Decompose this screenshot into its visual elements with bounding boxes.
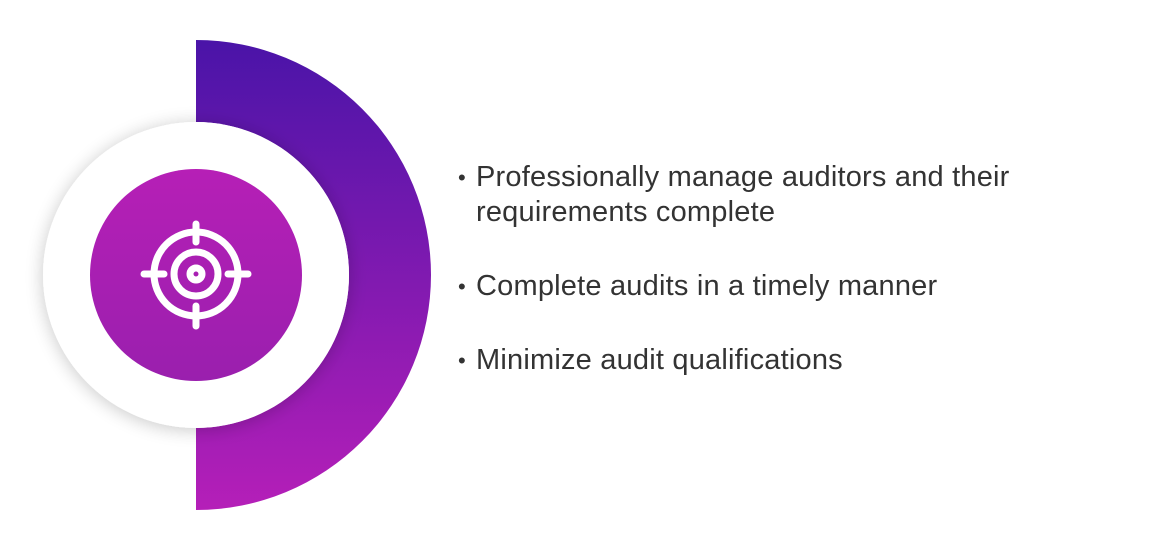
bullet-marker: •: [458, 274, 466, 299]
bullet-item-minimize-qualifications: • Minimize audit qualifications: [458, 343, 1118, 378]
bullet-marker: •: [458, 348, 466, 373]
bullet-text: Minimize audit qualifications: [476, 344, 843, 376]
target-crosshair-icon: [140, 220, 252, 330]
target-graphic: [43, 40, 431, 510]
bullet-text: Complete audits in a timely manner: [476, 270, 938, 302]
bullet-marker: •: [458, 165, 466, 190]
bullet-list: • Professionally manage auditors and the…: [458, 160, 1118, 378]
bullet-text: Professionally manage auditors and their…: [476, 161, 1010, 228]
bullet-item-timely-audits: • Complete audits in a timely manner: [458, 269, 1118, 304]
inner-circle: [90, 169, 302, 381]
bullet-item-manage-auditors: • Professionally manage auditors and the…: [458, 160, 1118, 230]
outer-half-ring: [196, 40, 431, 510]
